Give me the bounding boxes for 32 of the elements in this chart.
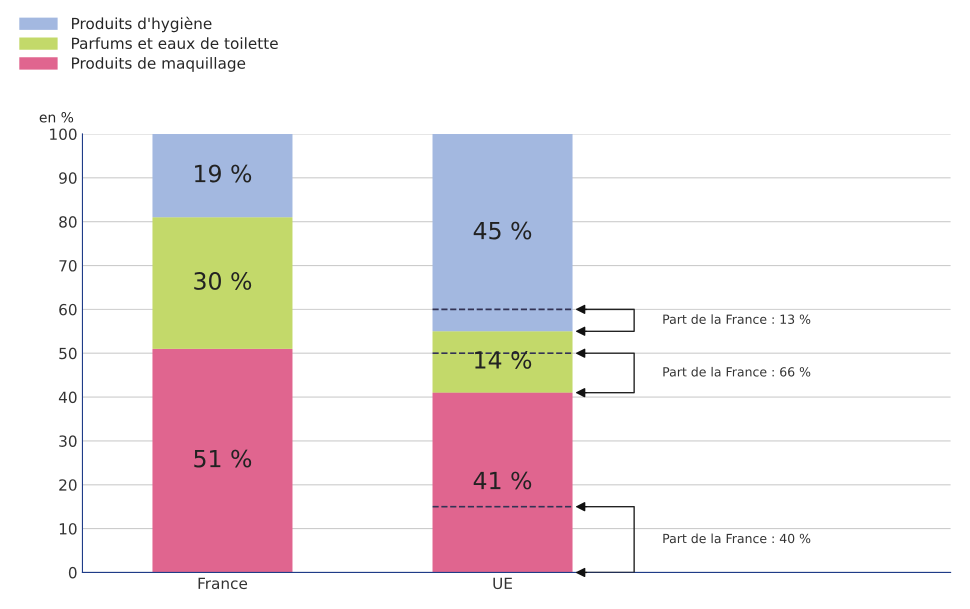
data-label: 30 %: [194, 272, 252, 290]
data-label: 14 %: [475, 350, 532, 369]
y-tick-label: 70: [59, 260, 77, 272]
x-tick-label: UE: [493, 578, 512, 590]
y-tick-label: 100: [50, 128, 77, 140]
bar: [152, 134, 292, 218]
y-tick-label: 60: [59, 304, 77, 316]
legend-label: Produits d'hygiène: [72, 16, 212, 32]
y-tick-label: 30: [59, 435, 77, 447]
y-tick-label: 80: [59, 216, 77, 228]
y-axis-title: en %: [40, 112, 74, 123]
y-tick-label: 90: [59, 172, 77, 184]
y-tick-label: 10: [60, 523, 77, 535]
data-label: 41 %: [474, 472, 532, 490]
text: Part de la France : 40 %: [663, 534, 810, 544]
y-tick-label: 50: [59, 348, 77, 360]
bar: [432, 331, 573, 393]
data-label: 45 %: [474, 222, 532, 240]
bar: [432, 134, 573, 332]
x-tick-label: France: [198, 578, 248, 590]
data-label: 51 %: [194, 450, 252, 468]
y-tick-label: 20: [59, 479, 77, 491]
text: Part de la France : 13 %: [663, 314, 810, 324]
y-tick-label: 40: [58, 392, 77, 404]
bar: [432, 392, 573, 572]
bar: [152, 217, 292, 349]
text: Part de la France : 66 %: [663, 366, 810, 377]
data-label: 19 %: [195, 164, 252, 182]
legend-label: Produits de maquillage: [72, 57, 246, 72]
legend-label: Parfums et eaux de toilette: [72, 37, 278, 50]
y-tick-label: 0: [68, 566, 77, 578]
bar: [152, 348, 292, 572]
